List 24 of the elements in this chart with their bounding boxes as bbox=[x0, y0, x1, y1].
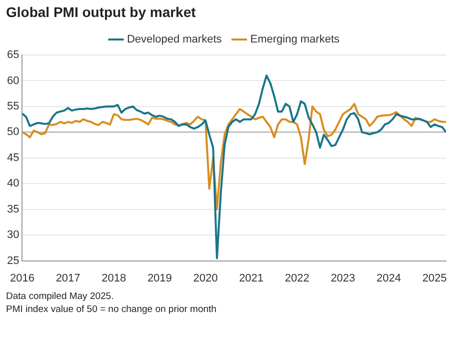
x-tick-label: 2020 bbox=[193, 272, 218, 284]
legend-label: Emerging markets bbox=[250, 34, 340, 46]
x-tick-label: 2022 bbox=[284, 272, 310, 284]
legend-label: Developed markets bbox=[126, 34, 222, 46]
y-tick-label: 35 bbox=[6, 203, 20, 216]
x-tick-label: 2024 bbox=[376, 272, 401, 284]
x-tick-label: 2019 bbox=[147, 272, 172, 284]
y-tick-label: 55 bbox=[6, 100, 20, 112]
x-tick-label: 2016 bbox=[10, 272, 34, 284]
y-tick-label: 40 bbox=[6, 178, 20, 190]
y-tick-label: 60 bbox=[6, 74, 20, 87]
x-tick-label: 2018 bbox=[102, 272, 126, 284]
text: PMI index value of 50 = no change on prior month bbox=[6, 303, 216, 316]
x-tick-label: 2023 bbox=[330, 272, 356, 284]
y-tick-label: 45 bbox=[6, 152, 20, 164]
x-tick-label: 2021 bbox=[239, 272, 264, 284]
text: Data compiled May 2025. bbox=[6, 290, 115, 303]
y-tick-label: 25 bbox=[6, 254, 20, 267]
x-tick-label: 2025 bbox=[422, 272, 447, 284]
chart-title: Global PMI output by market bbox=[6, 4, 196, 20]
y-tick-label: 30 bbox=[6, 229, 20, 242]
y-tick-label: 50 bbox=[6, 126, 20, 138]
x-tick-label: 2017 bbox=[56, 272, 80, 284]
y-tick-label: 65 bbox=[6, 49, 20, 62]
